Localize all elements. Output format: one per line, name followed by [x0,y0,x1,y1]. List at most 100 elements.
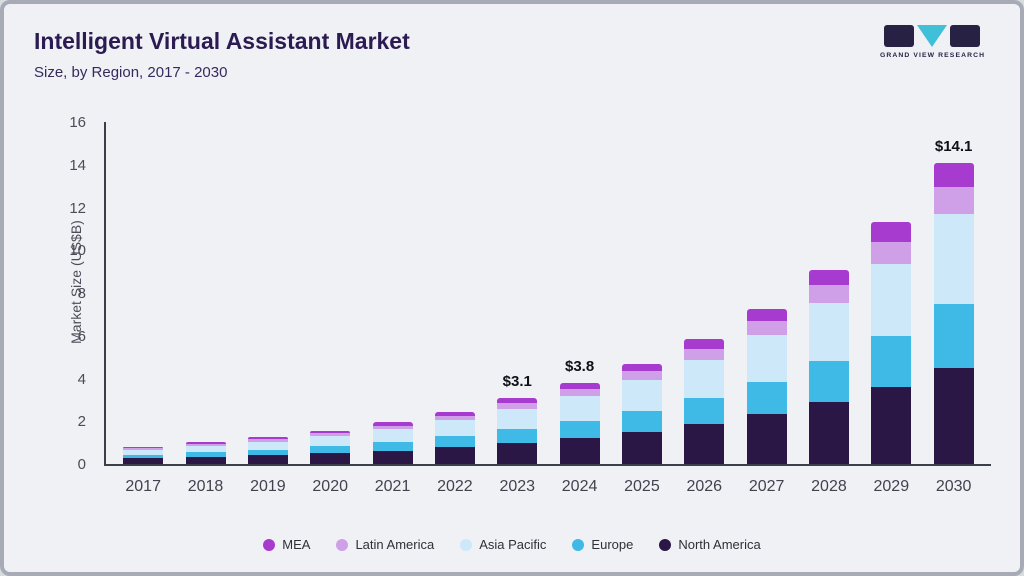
bar-value-label: $14.1 [934,137,973,155]
x-axis-label: 2029 [873,478,910,495]
logo-block-right [950,25,980,47]
bar-segment-mea [933,162,974,187]
bar-segment-mea [372,422,413,426]
bar-group: 2018 [185,442,226,495]
bar-stack [247,437,288,464]
bar-segment-asia-pacific [434,420,475,436]
bar-segment-europe [372,441,413,451]
bar-stack [871,222,912,464]
bar-stack [123,446,164,464]
bar-group: $14.1 2030 [933,138,974,495]
bar-segment-latin-america [559,389,600,397]
bar-segment-europe [746,381,787,415]
logo-mark [880,24,984,48]
bar-segment-mea [247,437,288,440]
bar-group: 2021 [372,422,413,495]
bar-group: 2017 [123,446,164,495]
bar-segment-mea [310,430,351,434]
legend-item: North America [659,537,761,552]
bar-segment-mea [559,382,600,390]
bar-segment-latin-america [808,285,849,303]
bar-segment-latin-america [310,433,351,437]
bar-segment-asia-pacific [808,302,849,361]
bar-segment-asia-pacific [933,213,974,305]
x-axis-label: 2030 [935,478,972,495]
y-tick-label: 0 [77,456,86,473]
bar-group: 2019 [247,437,288,495]
bar-group: 2020 [310,430,351,495]
bar-segment-latin-america [497,402,538,409]
bar-group: 2028 [808,269,849,495]
bar-segment-europe [185,452,226,457]
y-tick-label: 6 [77,327,86,345]
bar-segment-north-america [497,442,538,464]
bar-segment-north-america [372,450,413,464]
x-axis-label: 2018 [187,478,224,495]
bar-segment-north-america [684,424,725,464]
bar-group: $3.1 2023 [497,373,538,495]
y-tick-label: 10 [69,242,86,260]
legend-swatch [659,538,672,551]
page-subtitle: Size, by Region, 2017 - 2030 [34,64,228,81]
bar-segment-latin-america [372,425,413,430]
x-axis-label: 2022 [437,478,473,495]
bar-stack [621,363,662,464]
bar-segment-europe [434,435,475,447]
legend-swatch [336,538,349,551]
legend-swatch [572,538,585,551]
bar-value-label: $3.8 [564,357,595,375]
bar-segment-asia-pacific [684,360,725,398]
bar-segment-latin-america [185,444,226,447]
bar-segment-europe [310,446,351,454]
bar-stack [372,422,413,464]
y-tick-label: 16 [69,114,86,131]
y-tick-label: 2 [77,413,86,431]
legend-item: Europe [572,537,633,552]
bar-stack [497,397,538,464]
bar-segment-north-america [434,446,475,464]
bar-segment-europe [497,428,538,443]
x-axis-label: 2017 [125,478,161,495]
bar-segment-asia-pacific [123,449,164,455]
bar-segment-north-america [871,386,912,464]
bar-stack [559,382,600,464]
legend-label: Asia Pacific [479,537,547,552]
plot-area: 2017 2018 2019 2020 2021 2022 $3.1 2023 $3.8 2024… [104,122,991,495]
bar-segment-mea [746,309,787,322]
bar-group: 2027 [746,309,787,495]
legend-item: MEA [263,537,310,552]
bar-segment-latin-america [123,448,164,450]
bar-segment-mea [123,446,164,449]
bar-segment-asia-pacific [310,436,351,447]
x-axis-label: 2023 [499,478,536,495]
bar-segment-latin-america [621,371,662,381]
legend-swatch [263,538,276,551]
bar-segment-asia-pacific [497,408,538,429]
bar-segment-north-america [247,455,288,464]
bar-segment-mea [684,338,725,349]
bar-segment-europe [621,410,662,432]
bar-group: $3.8 2024 [559,358,600,495]
bar-segment-asia-pacific [559,396,600,421]
bar-stack [808,269,849,464]
grand-view-research-logo: GRAND VIEW RESEARCH [880,24,984,59]
bar-group: 2022 [434,411,475,495]
bar-segment-mea [871,222,912,242]
bar-segment-europe [559,420,600,438]
y-tick-label: 12 [69,199,86,217]
bar-group: 2026 [684,338,725,495]
legend-label: North America [678,537,761,552]
bar-segment-mea [808,269,849,286]
bar-group: 2025 [621,363,662,495]
bar-segment-mea [497,397,538,403]
bar-segment-north-america [123,458,164,464]
bar-stack [684,338,725,464]
y-tick-label: 14 [69,156,86,174]
x-axis-label: 2028 [811,478,847,495]
bar-segment-asia-pacific [746,335,787,382]
bar-segment-latin-america [933,186,974,214]
bar-segment-north-america [621,431,662,464]
bar-stack [933,162,974,464]
bar-segment-latin-america [871,241,912,264]
bar-segment-europe [684,397,725,425]
